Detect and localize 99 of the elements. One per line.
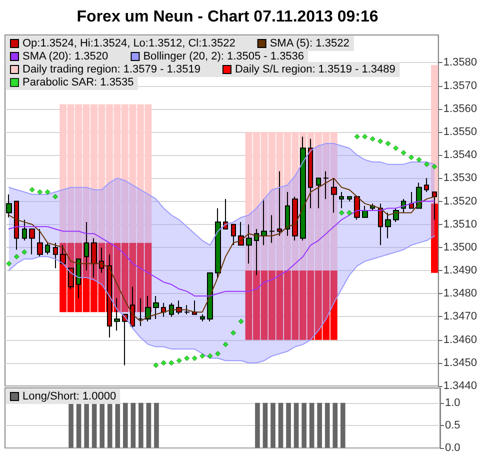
y-tick-label: 1.3560 — [443, 102, 478, 115]
point — [168, 360, 174, 366]
point — [215, 350, 221, 356]
bar — [431, 65, 438, 204]
candlestick — [122, 314, 128, 366]
candlestick — [269, 214, 275, 244]
y-tick-label: 0.5 — [445, 419, 460, 432]
y-tick-label: 1.3440 — [443, 380, 478, 392]
candlestick — [6, 194, 12, 218]
y-tick-label: 1.3500 — [443, 241, 478, 254]
point — [393, 145, 399, 151]
point — [400, 150, 406, 156]
candlestick — [37, 228, 43, 258]
legend-label: Op:1.3524, Hi:1.3524, Lo:1.3512, Cl:1.3522 — [22, 38, 236, 50]
candlestick — [292, 196, 298, 242]
line-series — [8, 200, 435, 296]
candlestick — [169, 302, 174, 318]
legend-label: Daily S/L region: 1.3519 - 1.3489 — [234, 64, 396, 76]
point — [184, 356, 190, 362]
y-tick-label: 1.3530 — [443, 172, 478, 184]
candlestick — [14, 200, 19, 250]
point — [230, 330, 236, 336]
point — [370, 136, 376, 142]
point — [192, 356, 198, 362]
point — [378, 138, 384, 144]
candlestick — [45, 242, 50, 255]
candlestick — [207, 272, 213, 322]
candlestick — [323, 170, 329, 200]
y-tick-label: 1.3450 — [443, 356, 478, 369]
chart-title: Forex um Neun - Chart 07.11.2013 09:16 — [76, 8, 378, 26]
point — [52, 194, 58, 200]
candlestick — [331, 178, 337, 214]
point — [22, 249, 28, 255]
point — [354, 134, 360, 140]
y-tick-label: 1.3490 — [443, 264, 478, 277]
point — [416, 156, 422, 162]
legend-label: Bollinger (20, 2): 1.3505 - 1.3536 — [143, 50, 304, 62]
bar — [431, 204, 438, 273]
legend-label: Long/Short: 1.0000 — [22, 390, 116, 402]
candlestick — [29, 228, 35, 255]
point — [176, 358, 182, 364]
candlestick — [339, 192, 344, 209]
y-tick-label: 1.3580 — [443, 56, 478, 69]
candlestick — [409, 192, 414, 209]
point — [362, 134, 368, 140]
point — [153, 362, 159, 368]
candlestick — [231, 224, 236, 246]
point — [222, 342, 228, 348]
point — [37, 189, 43, 195]
legend-label: Daily trading region: 1.3579 - 1.3519 — [22, 64, 200, 76]
point — [424, 162, 430, 168]
candlestick — [161, 302, 166, 318]
candlestick — [60, 244, 66, 264]
point — [238, 318, 244, 324]
y-tick-label: 1.3510 — [443, 218, 478, 230]
candlestick — [385, 212, 391, 239]
y-tick-label: 1.3570 — [443, 80, 478, 92]
candlestick — [200, 314, 205, 322]
legend-label: Parabolic SAR: 1.3535 — [22, 76, 134, 88]
candlestick — [354, 196, 360, 220]
point — [44, 189, 50, 195]
y-tick-label: 1.3470 — [443, 310, 478, 323]
point — [385, 140, 391, 146]
point — [207, 353, 213, 359]
y-tick-label: 1.3540 — [443, 149, 478, 162]
candlestick — [68, 268, 74, 290]
candlestick — [424, 178, 429, 193]
candlestick — [53, 242, 58, 269]
point — [346, 210, 352, 216]
point — [160, 360, 166, 366]
candlestick — [153, 295, 159, 320]
point — [14, 254, 20, 260]
y-tick-label: 1.3460 — [443, 334, 478, 346]
y-tick-label: 1.3480 — [443, 288, 478, 300]
candlestick — [22, 219, 27, 242]
line-series — [8, 178, 435, 322]
point — [432, 164, 438, 170]
candlestick — [347, 196, 352, 202]
candlestick — [215, 208, 221, 278]
candlestick — [362, 205, 368, 218]
y-tick-label: 0.0 — [445, 442, 460, 454]
point — [338, 210, 344, 216]
legend-label: SMA (5): 1.3522 — [270, 38, 350, 50]
candlestick — [378, 203, 383, 246]
candlestick — [192, 300, 197, 315]
y-tick-label: 1.3550 — [443, 126, 478, 138]
line-series — [8, 235, 435, 364]
candlestick — [316, 178, 321, 209]
candlestick — [246, 224, 252, 264]
point — [6, 260, 12, 266]
legend-label: SMA (20): 1.3520 — [22, 50, 108, 62]
candlestick — [223, 198, 228, 230]
candlestick — [285, 192, 290, 236]
point — [408, 154, 414, 160]
point — [29, 186, 35, 192]
point — [200, 353, 206, 359]
candlestick — [184, 304, 190, 315]
y-tick-label: 1.3520 — [443, 195, 478, 208]
y-tick-label: 1.0 — [445, 396, 460, 409]
